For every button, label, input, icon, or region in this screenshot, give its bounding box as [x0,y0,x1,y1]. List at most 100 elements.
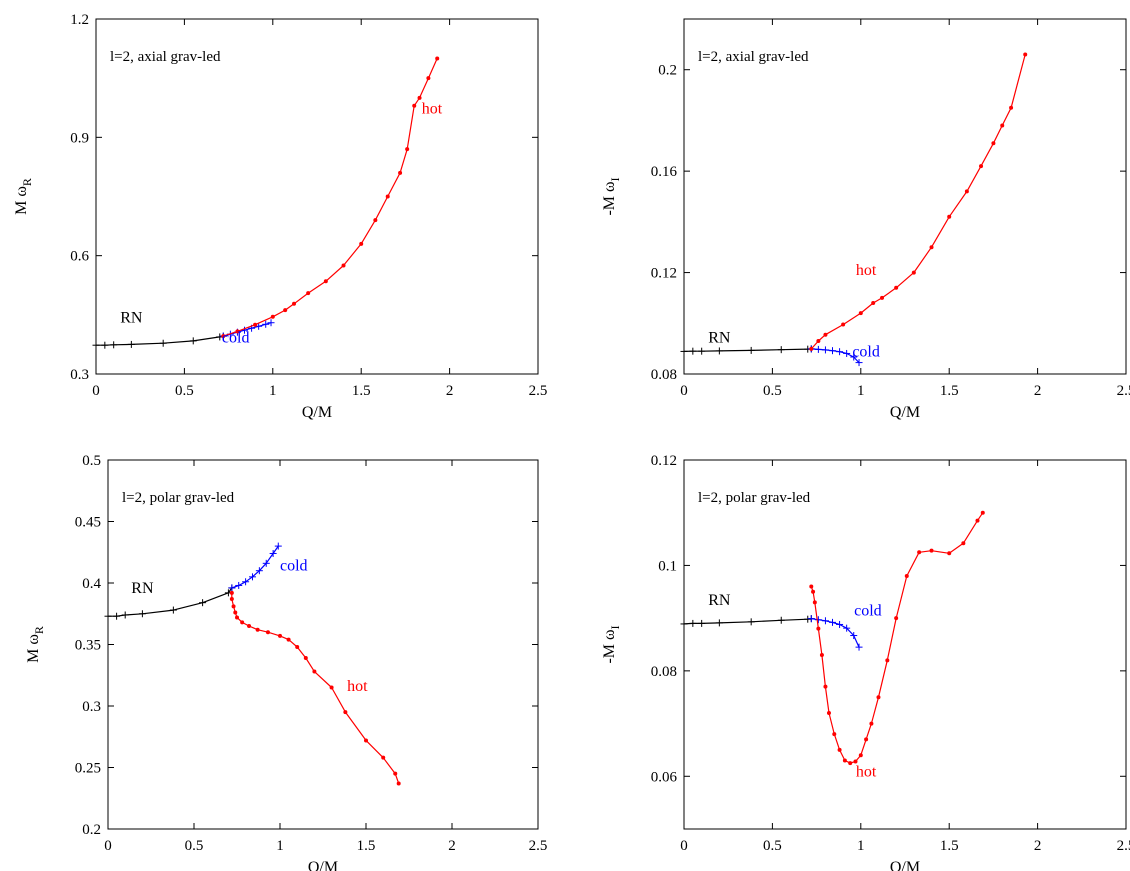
x-tick-label: 1.5 [352,383,371,399]
data-point-cold [242,578,250,586]
data-point-hot [811,589,816,594]
plot-frame [95,18,539,375]
chart-panel-1: 0 0.5 1 1.5 2 2.50.30.60.91.2Q/MM ωRl=2, axia… [13,12,547,421]
data-point-RN [104,612,112,620]
data-point-cold [836,620,844,628]
x-tick-label: 1.5 [940,838,959,854]
data-point-cold [274,542,282,550]
data-point-cold [248,573,256,581]
series-label-cold: cold [222,329,250,346]
data-point-hot [405,147,410,152]
data-point-RN [101,341,109,349]
data-point-hot [1009,105,1014,110]
series-line-hot [810,512,984,764]
y-tick-label: 0.16 [651,164,678,180]
data-point-hot [894,616,899,621]
data-point-hot [823,684,828,689]
chart-panel-4: 00.511.522.50.060.080.10.12Q/M-M ωIl=2, … [601,453,1130,871]
x-tick-label: 0.5 [175,383,194,399]
y-tick-label: 0.12 [651,453,677,469]
data-point-RN [680,620,688,628]
x-tick-label: 2 [1034,838,1042,854]
x-tick-label: 0.5 [763,838,782,854]
data-point-hot [341,263,346,268]
data-point-hot [233,610,238,615]
series-line-RN [108,587,233,617]
data-point-hot [329,685,334,690]
x-axis-label: Q/M [890,404,920,421]
panel-annotation: l=2, polar grav-led [698,490,811,506]
series-label-RN: RN [708,329,731,346]
data-point-cold [814,616,822,624]
data-point-cold [262,320,270,328]
data-point-RN [680,347,688,355]
data-point-RN [127,340,135,348]
x-tick-label: 2.5 [529,383,548,399]
data-point-cold [843,624,851,632]
data-point-hot [823,332,828,337]
data-point-hot [809,584,814,589]
data-point-RN [110,341,118,349]
data-point-hot [364,738,368,743]
data-point-hot [904,573,909,578]
x-tick-label: 2.5 [1117,838,1130,854]
data-point-hot [980,510,985,515]
data-point-hot [283,308,288,313]
data-point-hot [832,732,837,737]
data-point-hot [975,518,980,523]
y-tick-label: 0.45 [75,515,101,531]
y-tick-label: 0.9 [70,130,89,146]
data-point-RN [777,616,785,624]
series-label-cold: cold [854,603,882,620]
data-point-hot [1023,52,1028,57]
x-axis-label: Q/M [302,404,332,421]
series-label-RN: RN [708,592,731,609]
data-point-hot [880,295,885,300]
x-tick-label: 0 [92,383,100,399]
data-point-hot [858,753,863,758]
data-point-hot [221,334,226,339]
series-line-hot [810,54,1026,350]
data-point-hot [979,164,984,169]
data-point-hot [359,241,364,246]
series-label-RN: RN [120,310,143,327]
data-point-RN [189,337,197,345]
data-point-RN [199,599,207,607]
chart-panel-3: 0 0.5 1 1.5 2 2.5 0.2 0.25 0.3 0.35 0.4 0.45 0.5 Q/M M… [25,453,547,871]
data-point-cold [267,319,275,327]
data-point-hot [917,550,922,555]
y-axis-label-main: M ω [25,634,42,663]
x-tick-label: 1 [857,383,865,399]
data-point-hot [812,600,817,605]
data-point-hot [869,721,874,726]
data-point-hot [295,644,300,649]
plot-frame [107,459,539,830]
data-point-hot [858,311,863,316]
y-tick-label: 0.2 [82,822,101,838]
y-tick-label: 0.06 [651,769,678,785]
y-axis-label-main: -M ω [601,629,618,663]
data-point-cold [807,615,815,623]
data-point-hot [398,170,403,175]
data-point-RN [113,612,121,620]
y-axis-label-subscript: R [20,178,34,186]
data-point-hot [265,630,270,635]
data-point-hot [255,627,260,632]
y-axis-label-subscript: R [32,626,46,634]
data-point-RN [121,611,129,619]
series-line-hot [223,58,438,337]
data-point-hot [343,710,348,715]
data-point-hot [435,56,440,61]
data-point-hot [247,624,252,629]
y-tick-label: 0.4 [82,576,101,592]
data-point-hot [303,656,308,661]
data-point-hot [929,245,934,250]
y-tick-label: 0.2 [658,63,677,79]
y-tick-label: 0.08 [651,664,677,680]
data-point-hot [396,781,401,786]
y-axis-label-main: M ω [13,186,30,215]
x-tick-label: 0 [680,383,688,399]
x-tick-label: 1.5 [357,838,376,854]
y-tick-label: 0.25 [75,761,101,777]
series-label-cold: cold [280,558,308,575]
